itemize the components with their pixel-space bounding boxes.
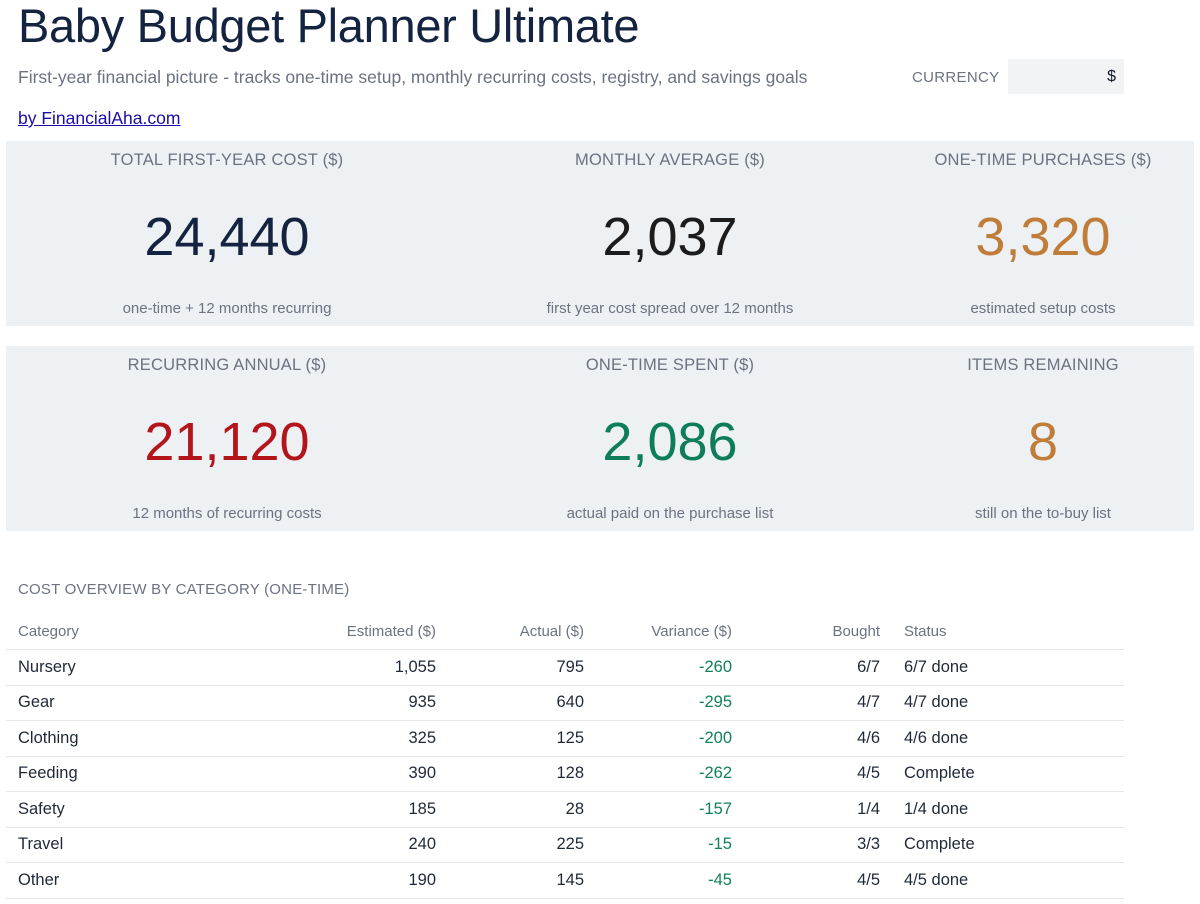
cell-actual: 128: [448, 756, 596, 792]
cell-category: Nursery: [6, 649, 242, 686]
kpi-label: RECURRING ANNUAL ($): [127, 356, 327, 374]
cell-category: Feeding: [6, 756, 242, 792]
cell-estimated: 185: [242, 791, 448, 828]
kpi-one-time-purchases: ONE-TIME PURCHASES ($) 3,320 estimated s…: [892, 141, 1194, 326]
kpi-value: 24,440: [144, 207, 310, 267]
cell-variance: -295: [596, 685, 744, 721]
kpi-monthly-average: MONTHLY AVERAGE ($) 2,037 first year cos…: [448, 141, 892, 326]
kpi-note: actual paid on the purchase list: [566, 505, 774, 522]
cell-variance: -260: [596, 649, 744, 686]
cell-status: 4/6 done: [892, 720, 1124, 757]
cell-status: 6/7 done: [892, 649, 1124, 686]
column-header-bought: Bought: [744, 613, 892, 650]
cell-category: Safety: [6, 791, 242, 828]
kpi-items-remaining: ITEMS REMAINING 8 still on the to-buy li…: [892, 346, 1194, 531]
kpi-one-time-spent: ONE-TIME SPENT ($) 2,086 actual paid on …: [448, 346, 892, 531]
cell-actual: 795: [448, 649, 596, 686]
kpi-value: 3,320: [975, 207, 1111, 267]
column-header-estimated: Estimated ($): [242, 613, 448, 650]
table-row: Other 190 145 -45 4/5 4/5 done: [6, 862, 1124, 899]
cell-bought: 6/7: [744, 649, 892, 686]
cell-variance: -200: [596, 720, 744, 757]
cell-bought: 1/4: [744, 791, 892, 828]
cell-actual: 640: [448, 685, 596, 721]
category-table: Category Estimated ($) Actual ($) Varian…: [6, 613, 1124, 899]
kpi-note: one-time + 12 months recurring: [122, 300, 332, 317]
kpi-value: 2,086: [602, 412, 738, 472]
cell-category: Travel: [6, 827, 242, 863]
table-row: Clothing 325 125 -200 4/6 4/6 done: [6, 720, 1124, 757]
kpi-recurring-annual: RECURRING ANNUAL ($) 21,120 12 months of…: [6, 346, 448, 531]
cell-category: Clothing: [6, 720, 242, 757]
cell-variance: -262: [596, 756, 744, 792]
kpi-label: MONTHLY AVERAGE ($): [575, 151, 765, 169]
page-subtitle: First-year financial picture - tracks on…: [18, 67, 808, 87]
kpi-label: ITEMS REMAINING: [967, 356, 1119, 374]
cell-variance: -157: [596, 791, 744, 828]
cell-bought: 4/6: [744, 720, 892, 757]
cell-actual: 225: [448, 827, 596, 863]
kpi-note: estimated setup costs: [970, 300, 1116, 317]
cell-category: Gear: [6, 685, 242, 721]
cell-status: Complete: [892, 756, 1124, 792]
kpi-note: still on the to-buy list: [975, 505, 1111, 522]
column-header-variance: Variance ($): [596, 613, 744, 650]
cell-bought: 3/3: [744, 827, 892, 863]
cell-variance: -15: [596, 827, 744, 863]
kpi-label: ONE-TIME SPENT ($): [585, 356, 755, 374]
table-row: Travel 240 225 -15 3/3 Complete: [6, 827, 1124, 863]
table-row: Nursery 1,055 795 -260 6/7 6/7 done: [6, 649, 1124, 686]
cell-actual: 145: [448, 862, 596, 899]
cell-estimated: 935: [242, 685, 448, 721]
cell-actual: 125: [448, 720, 596, 757]
cell-estimated: 325: [242, 720, 448, 757]
column-header-actual: Actual ($): [448, 613, 596, 650]
table-row: Gear 935 640 -295 4/7 4/7 done: [6, 685, 1124, 721]
page-title: Baby Budget Planner Ultimate: [18, 0, 640, 52]
cell-bought: 4/5: [744, 862, 892, 899]
column-header-category: Category: [6, 613, 242, 650]
kpi-note: first year cost spread over 12 months: [546, 300, 794, 317]
table-row: Feeding 390 128 -262 4/5 Complete: [6, 756, 1124, 792]
cell-bought: 4/5: [744, 756, 892, 792]
cell-bought: 4/7: [744, 685, 892, 721]
cell-variance: -45: [596, 862, 744, 899]
kpi-value: 21,120: [144, 412, 310, 472]
kpi-total-first-year: TOTAL FIRST-YEAR COST ($) 24,440 one-tim…: [6, 141, 448, 326]
table-header-row: Category Estimated ($) Actual ($) Varian…: [6, 613, 1124, 650]
table-row: Safety 185 28 -157 1/4 1/4 done: [6, 791, 1124, 828]
kpi-value: 2,037: [602, 207, 738, 267]
cell-status: 4/7 done: [892, 685, 1124, 721]
section-title: COST OVERVIEW BY CATEGORY (ONE-TIME): [18, 581, 350, 598]
cell-estimated: 190: [242, 862, 448, 899]
cell-estimated: 240: [242, 827, 448, 863]
cell-status: Complete: [892, 827, 1124, 863]
kpi-row-secondary: RECURRING ANNUAL ($) 21,120 12 months of…: [6, 346, 1194, 531]
column-header-status: Status: [892, 613, 1124, 650]
cell-status: 1/4 done: [892, 791, 1124, 828]
kpi-value: 8: [1027, 412, 1059, 472]
kpi-note: 12 months of recurring costs: [132, 505, 322, 522]
byline-link[interactable]: by FinancialAha.com: [18, 108, 181, 128]
table-body: Nursery 1,055 795 -260 6/7 6/7 done Gear 935 640…: [6, 649, 1124, 899]
cell-estimated: 390: [242, 756, 448, 792]
currency-input[interactable]: [1008, 59, 1124, 94]
kpi-label: TOTAL FIRST-YEAR COST ($): [110, 151, 344, 169]
cell-actual: 28: [448, 791, 596, 828]
cell-category: Other: [6, 862, 242, 899]
kpi-label: ONE-TIME PURCHASES ($): [934, 151, 1152, 169]
cell-estimated: 1,055: [242, 649, 448, 686]
cell-status: 4/5 done: [892, 862, 1124, 899]
currency-label: CURRENCY: [912, 69, 1000, 86]
kpi-row-primary: TOTAL FIRST-YEAR COST ($) 24,440 one-tim…: [6, 141, 1194, 326]
